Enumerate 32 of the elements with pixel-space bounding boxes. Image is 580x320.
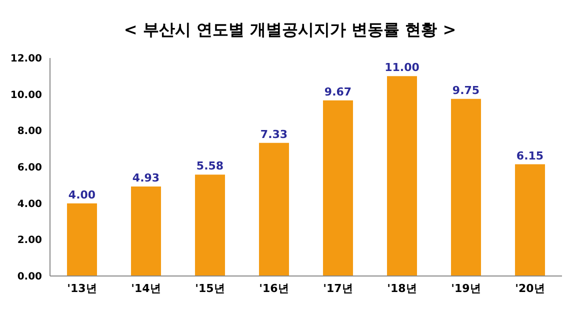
y-tick-label: 8.00 bbox=[17, 126, 42, 138]
bar bbox=[195, 174, 225, 276]
data-label: 4.93 bbox=[132, 171, 160, 184]
chart-title: < 부산시 연도별 개별공시지가 변동률 현황 > bbox=[122, 20, 458, 41]
x-tick-label: '16년 bbox=[259, 282, 289, 295]
x-tick-label: '13년 bbox=[67, 282, 97, 295]
x-tick-label: '17년 bbox=[323, 282, 353, 295]
bar bbox=[67, 203, 97, 276]
bar bbox=[259, 142, 289, 276]
bar bbox=[387, 76, 417, 276]
x-tick-label: '14년 bbox=[131, 282, 161, 295]
x-tick-label: '19년 bbox=[451, 282, 481, 295]
data-label: 9.75 bbox=[452, 84, 480, 97]
data-label: 11.00 bbox=[384, 61, 420, 74]
y-tick-label: 12.00 bbox=[10, 54, 42, 65]
bar bbox=[323, 100, 353, 276]
y-tick-label: 0.00 bbox=[17, 272, 42, 283]
bar bbox=[515, 164, 545, 276]
x-tick-label: '20년 bbox=[515, 282, 545, 295]
y-tick-label: 10.00 bbox=[10, 90, 42, 101]
x-tick-label: '18년 bbox=[387, 282, 417, 295]
data-label: 9.67 bbox=[324, 85, 352, 98]
bar bbox=[131, 186, 161, 276]
bar bbox=[451, 98, 481, 276]
y-tick-label: 6.00 bbox=[17, 162, 42, 174]
data-label: 7.33 bbox=[260, 128, 288, 141]
data-label: 4.00 bbox=[68, 188, 96, 202]
data-label: 5.58 bbox=[196, 160, 224, 173]
y-tick-label: 2.00 bbox=[17, 235, 42, 246]
x-tick-label: '15년 bbox=[195, 282, 225, 295]
y-tick-label: 4.00 bbox=[17, 198, 42, 210]
data-label: 6.15 bbox=[516, 149, 544, 162]
